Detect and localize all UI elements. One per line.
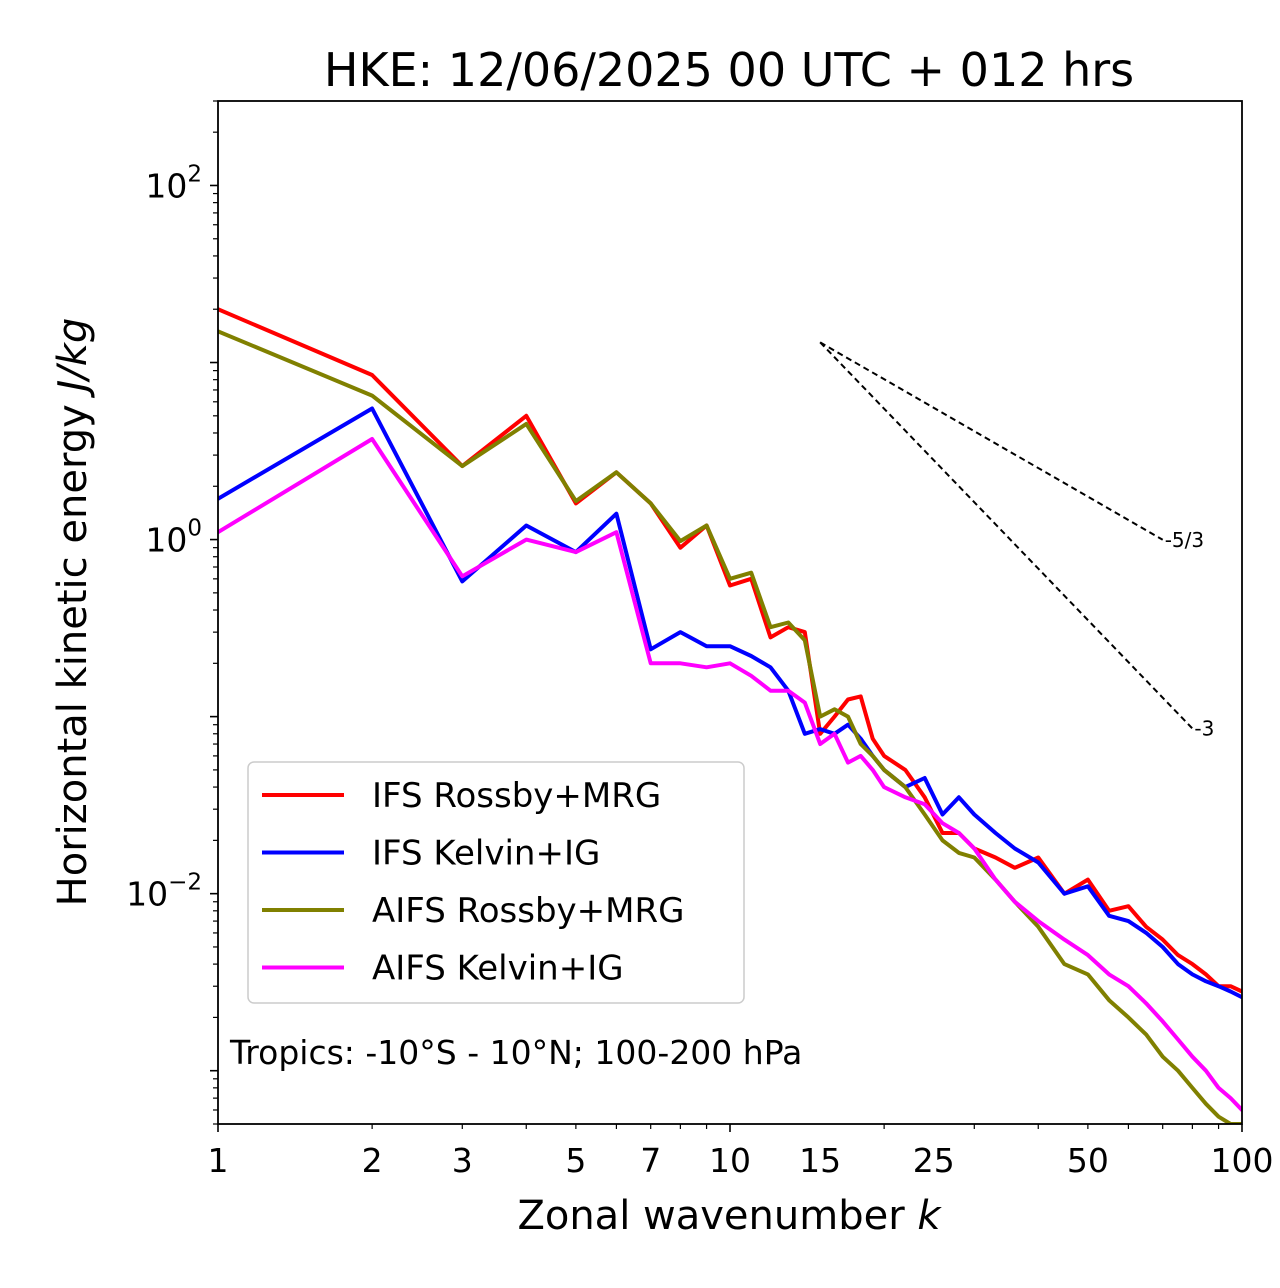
series-line-3	[218, 329, 1242, 1124]
region-annotation: Tropics: -10°S - 10°N; 100-200 hPa	[229, 1033, 802, 1072]
reference-slope-label-1: -5/3	[1165, 528, 1204, 552]
x-axis-label-text: Zonal wavenumber	[517, 1193, 905, 1239]
x-axis-label-symbol: k	[917, 1193, 942, 1239]
x-tick-label: 3	[452, 1141, 473, 1180]
legend: IFS Rossby+MRG IFS Kelvin+IG AIFS Rossby+M…	[247, 761, 745, 1004]
x-tick-label: 7	[640, 1141, 661, 1180]
y-tick-label: 100	[145, 516, 202, 560]
x-tick-label: 50	[1067, 1141, 1109, 1180]
y-axis-ticks: 10−2 100 102	[126, 100, 218, 1125]
x-tick-label: 2	[362, 1141, 383, 1180]
legend-label-1: IFS Rossby+MRG	[372, 776, 661, 816]
legend-label-3: AIFS Rossby+MRG	[372, 891, 684, 931]
series-line-4	[218, 437, 1242, 1112]
chart-title: HKE: 12/06/2025 00 UTC + 012 hrs	[324, 43, 1134, 97]
y-tick-label: 102	[145, 161, 202, 205]
reference-slope-label-2: -3	[1194, 716, 1214, 740]
x-tick-label: 1	[208, 1141, 229, 1180]
x-tick-label: 5	[565, 1141, 586, 1180]
x-tick-label: 100	[1211, 1141, 1274, 1180]
y-axis-label: Horizontal kinetic energy J/kg	[50, 318, 96, 907]
reference-slopes: -5/3 -3	[819, 341, 1214, 740]
x-tick-label: 15	[799, 1141, 841, 1180]
series-layer	[218, 307, 1242, 1124]
x-axis-label: Zonal wavenumber k	[517, 1193, 942, 1239]
legend-box	[247, 761, 745, 1004]
x-tick-label: 10	[709, 1141, 751, 1180]
reference-slope-line-1	[819, 341, 1164, 541]
legend-label-2: IFS Kelvin+IG	[372, 834, 600, 874]
x-axis-ticks: 1 2 3 5 7 10 15 25 50 100	[208, 1124, 1274, 1180]
x-tick-label: 25	[913, 1141, 955, 1180]
series-line-1	[218, 307, 1242, 994]
legend-label-4: AIFS Kelvin+IG	[372, 949, 624, 989]
y-axis-label-units: J/kg	[50, 318, 96, 399]
y-tick-label: 10−2	[126, 870, 202, 914]
y-axis-label-text: Horizontal kinetic energy	[50, 404, 96, 906]
